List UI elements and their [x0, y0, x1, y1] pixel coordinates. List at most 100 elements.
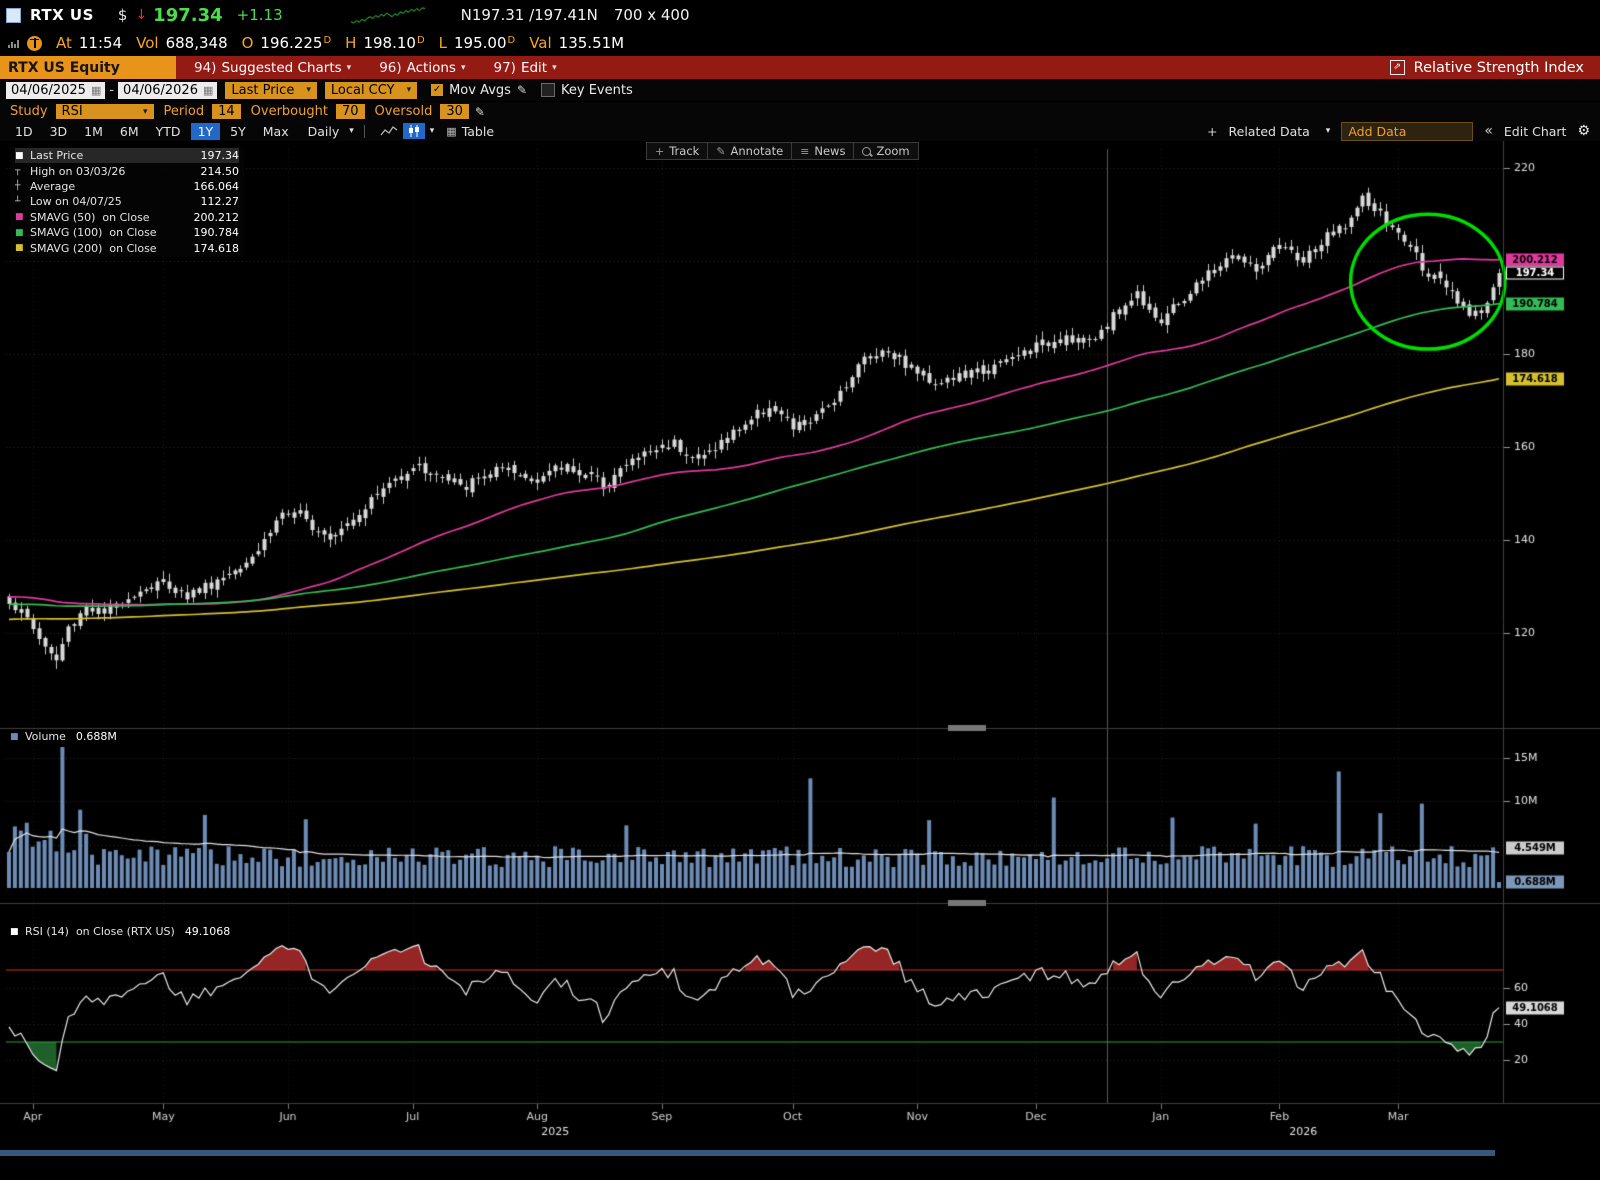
legend-marker-icon: ■ — [15, 212, 24, 223]
tool-track-button[interactable]: + Track — [647, 143, 709, 159]
table-icon: ▦ — [446, 124, 457, 138]
overbought-field[interactable]: 70 — [335, 104, 365, 119]
period-field[interactable]: 14 — [212, 104, 241, 119]
frequency-select[interactable]: Daily ▾ — [308, 124, 354, 139]
legend-marker-icon: ■ — [15, 227, 24, 238]
legend-item: ■ Volume 0.688M — [10, 729, 117, 744]
menu-item-suggested-charts[interactable]: 94) Suggested Charts ▾ — [194, 59, 352, 76]
range-tab-1y[interactable]: 1Y — [190, 122, 221, 140]
period-value: 14 — [218, 104, 235, 119]
high-suffix: D — [416, 34, 425, 46]
security-field[interactable]: RTX US Equity — [0, 56, 176, 79]
menu-right[interactable]: ⇗ Relative Strength Index — [1389, 60, 1584, 76]
overbought-value: 70 — [341, 104, 359, 119]
price-mode-select[interactable]: Last Price ▾ — [225, 81, 317, 99]
legend-value: 197.34 — [200, 149, 240, 163]
legend-label: SMAVG (100) on Close — [30, 226, 157, 240]
candlestick-chart-icon[interactable] — [402, 123, 425, 139]
legend-marker-icon: ┬ — [15, 166, 21, 177]
chart-settings-toolbar: 04/06/2025 ▦ - 04/06/2026 ▦ Last Price ▾… — [0, 79, 1600, 101]
range-tab-3d[interactable]: 3D — [49, 123, 68, 139]
ticker-symbol: RTX US — [30, 6, 94, 24]
key-events-checkbox[interactable] — [541, 83, 556, 97]
chevron-down-icon: ▾ — [349, 126, 354, 136]
low-label: L — [438, 34, 447, 52]
legend-marker-icon: ┴ — [15, 196, 21, 207]
range-tab-ytd[interactable]: YTD — [155, 123, 181, 139]
related-data-button[interactable]: Related Data — [1228, 123, 1310, 139]
date-to-value: 04/06/2026 — [123, 82, 198, 98]
oversold-field[interactable]: 30 — [440, 104, 469, 119]
tool-label: Zoom — [876, 144, 910, 158]
chevron-down-icon: ▾ — [306, 85, 311, 95]
chevron-down-icon[interactable]: ▾ — [429, 126, 435, 136]
table-button[interactable]: ▦ Table — [446, 124, 494, 139]
tool-annotate-button[interactable]: ✎ Annotate — [708, 143, 793, 159]
high-value: 198.10 — [363, 34, 416, 52]
legend-item: ┼ Average 166.064 — [15, 179, 239, 194]
menu-item-actions[interactable]: 96) Actions ▾ — [379, 59, 466, 76]
frequency-value: Daily — [307, 123, 340, 139]
price-legend: ■ Last Price 197.34 ┬ High on 03/03/26 214.50… — [10, 147, 244, 257]
range-bar: 1D 3D 1M 6M YTD 1Y 5Y Max Daily ▾ ▾ ▦ Table + R… — [0, 121, 1600, 141]
chevron-down-icon: ▾ — [346, 62, 352, 73]
low-value: 195.00 — [454, 34, 507, 52]
volume-value: 688,348 — [165, 34, 228, 52]
bottom-panel-divider — [0, 1150, 1495, 1156]
currency-select[interactable]: Local CCY ▾ — [324, 81, 418, 99]
high-label: H — [345, 34, 357, 52]
date-from-value: 04/06/2025 — [11, 82, 86, 98]
price-volume-rsi-chart[interactable] — [0, 141, 1600, 1150]
scales-icon[interactable] — [27, 35, 42, 51]
window-icon[interactable] — [6, 7, 21, 23]
pencil-icon[interactable]: ✎ — [516, 83, 528, 97]
mov-avgs-label: Mov Avgs — [449, 82, 511, 98]
legend-value: 166.064 — [193, 179, 240, 193]
collapse-icon[interactable]: « — [1484, 123, 1493, 139]
study-select[interactable]: RSI ▾ — [55, 104, 154, 119]
tool-zoom-button[interactable]: Zoom — [854, 143, 917, 159]
range-tab-max[interactable]: Max — [262, 123, 289, 139]
legend-marker-icon: ┼ — [15, 181, 21, 192]
edit-chart-button[interactable]: Edit Chart — [1503, 123, 1567, 139]
export-icon: ⇗ — [1389, 60, 1405, 75]
val-label: Val — [529, 34, 552, 52]
at-label: At — [56, 34, 72, 52]
date-to-field[interactable]: 04/06/2026 ▦ — [118, 81, 218, 99]
legend-label: Volume — [25, 730, 66, 744]
legend-item: ■ SMAVG (200) on Close 174.618 — [15, 240, 239, 255]
legend-value: 49.1068 — [184, 925, 231, 939]
tool-news-button[interactable]: ≡ News — [792, 143, 855, 159]
legend-item: ■ SMAVG (50) on Close 200.212 — [15, 210, 239, 225]
pencil-icon[interactable]: ✎ — [474, 104, 485, 119]
currency-value: Local CCY — [330, 82, 395, 98]
open-label: O — [241, 34, 254, 52]
oversold-label: Oversold — [374, 104, 433, 119]
line-chart-icon[interactable] — [378, 123, 400, 139]
open-suffix: D — [323, 34, 332, 46]
rangebar-right-group: + Related Data ▾ Add Data « Edit Chart ⚙ — [1207, 121, 1590, 141]
legend-marker-icon: ■ — [10, 926, 19, 937]
overbought-label: Overbought — [250, 104, 328, 119]
date-from-field[interactable]: 04/06/2025 ▦ — [6, 81, 106, 99]
legend-label: High on 03/03/26 — [30, 164, 126, 178]
legend-value: 0.688M — [75, 730, 117, 744]
menu-bar: RTX US Equity 94) Suggested Charts ▾ 96) Act… — [0, 56, 1600, 79]
mov-avgs-checkbox[interactable]: ✓ — [431, 84, 444, 96]
legend-item: ■ SMAVG (100) on Close 190.784 — [15, 225, 239, 240]
legend-item: ■ RSI (14) on Close (RTX US) 49.1068 — [10, 924, 230, 939]
chevron-down-icon: ▾ — [1325, 126, 1331, 136]
menu-item-edit[interactable]: 97) Edit ▾ — [493, 59, 557, 76]
range-tab-6m[interactable]: 6M — [119, 123, 139, 139]
oversold-value: 30 — [446, 104, 463, 119]
tool-label: Annotate — [730, 144, 784, 158]
price-mode-value: Last Price — [231, 82, 295, 98]
range-tab-1d[interactable]: 1D — [15, 123, 33, 139]
gear-icon[interactable]: ⚙ — [1577, 123, 1590, 139]
legend-label: SMAVG (50) on Close — [30, 210, 150, 224]
add-data-field[interactable]: Add Data — [1341, 121, 1474, 141]
volume-legend: ■ Volume 0.688M — [10, 729, 117, 744]
range-tab-1m[interactable]: 1M — [84, 123, 103, 139]
rsi-legend: ■ RSI (14) on Close (RTX US) 49.1068 — [10, 924, 230, 939]
range-tab-5y[interactable]: 5Y — [230, 123, 246, 139]
